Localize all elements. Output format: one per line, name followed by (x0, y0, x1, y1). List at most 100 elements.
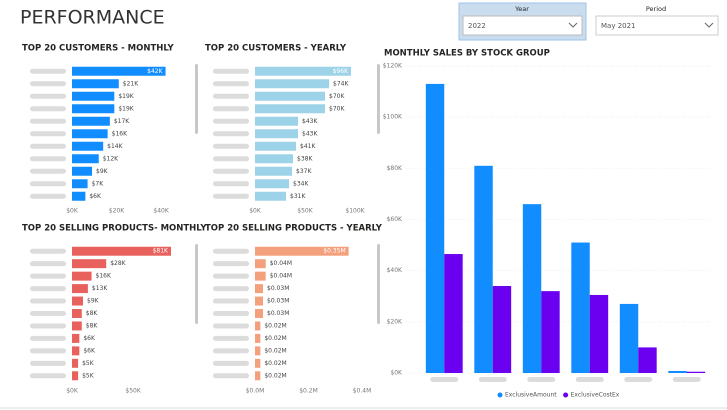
data-label: $6K (83, 347, 96, 354)
blurred-label (478, 377, 507, 382)
blurred-label (213, 156, 249, 162)
data-label: $43K (302, 130, 318, 137)
chevron (568, 22, 578, 28)
bar (255, 129, 298, 139)
bar (255, 358, 261, 368)
data-label: $34K (293, 180, 309, 187)
data-label: $41K (300, 143, 316, 150)
x-tick-label: $50K (125, 388, 141, 395)
blurred-label (213, 311, 249, 316)
blurred-label (30, 181, 66, 187)
bar (72, 191, 86, 201)
y-tick-label: $100K (383, 114, 403, 121)
data-label: $17K (114, 118, 130, 125)
bar (72, 309, 82, 318)
bar (72, 91, 115, 101)
scrollbar[interactable] (377, 64, 380, 134)
data-label: $43K (302, 118, 318, 125)
bar (72, 358, 79, 368)
blurred-label (30, 193, 66, 199)
bar (255, 116, 298, 126)
column (492, 286, 512, 373)
bar (72, 259, 107, 269)
data-label: $19K (118, 105, 134, 112)
data-label: $14K (107, 143, 123, 150)
data-label: $96K (333, 68, 349, 75)
blurred-label (430, 377, 459, 382)
bar (72, 296, 83, 306)
chart-title: TOP 20 SELLING PRODUCTS- MONTHLY (22, 224, 207, 234)
bar (72, 179, 88, 189)
x-tick-label: $40K (153, 208, 169, 215)
bar (72, 271, 92, 281)
y-tick-label: $80K (387, 165, 403, 172)
data-label: $16K (96, 273, 112, 280)
data-label: $0.02M (264, 322, 286, 329)
data-label: $5K (82, 372, 95, 379)
page-title: PERFORMANCE (20, 7, 165, 29)
chart-title: TOP 20 CUSTOMERS - YEARLY (205, 44, 347, 54)
legend-swatch (563, 392, 569, 398)
legend-swatch (497, 392, 503, 398)
data-label: $0.03M (267, 310, 289, 317)
bar (72, 333, 80, 343)
data-label: $0.03M (267, 298, 289, 305)
blurred-label (213, 93, 249, 99)
data-label: $0.02M (264, 360, 286, 367)
bar (72, 116, 110, 126)
blurred-label (575, 377, 604, 382)
data-label: $0.35M (323, 248, 345, 255)
scrollbar[interactable] (377, 244, 380, 324)
blurred-label (213, 168, 249, 174)
data-label: $74K (333, 80, 349, 87)
bar (72, 246, 171, 256)
column (589, 294, 609, 373)
data-label: $0.03M (267, 285, 289, 292)
x-tick-label: $0K (66, 208, 79, 215)
bar (72, 141, 104, 151)
bar (255, 154, 293, 164)
bar (72, 166, 93, 176)
blurred-label (213, 286, 249, 292)
blurred-label (30, 131, 66, 137)
blurred-label (30, 168, 66, 174)
slicer-value: 2022 (468, 22, 486, 30)
column (541, 291, 560, 373)
chevron (704, 22, 714, 28)
blurred-label (213, 68, 249, 74)
scrollbar[interactable] (195, 64, 198, 134)
scrollbar[interactable] (195, 244, 198, 324)
bar (72, 66, 166, 76)
blurred-label (30, 298, 66, 304)
blurred-label (213, 181, 249, 187)
data-label: $19K (118, 93, 134, 100)
blurred-label (30, 118, 66, 124)
column (444, 254, 463, 373)
slicer-dropdown[interactable] (595, 15, 719, 36)
bar (255, 309, 264, 318)
slicer-dropdown[interactable] (462, 15, 583, 36)
data-label: $12K (103, 155, 119, 162)
bar (255, 333, 261, 343)
bar (72, 346, 80, 356)
data-label: $37K (296, 168, 312, 175)
column (638, 347, 657, 373)
column (522, 204, 542, 373)
bar (255, 141, 296, 151)
y-tick-label: $120K (383, 63, 403, 70)
blurred-label (527, 377, 556, 382)
chart-title: TOP 20 SELLING PRODUCTS - YEARLY (205, 224, 383, 234)
blurred-label (30, 373, 66, 379)
bar (255, 166, 292, 176)
data-label: $13K (92, 285, 108, 292)
x-tick-label: $0K (66, 388, 79, 395)
bar (255, 321, 261, 331)
blurred-label (213, 373, 249, 379)
data-label: $7K (92, 180, 105, 187)
bar (72, 371, 79, 381)
data-label: $81K (153, 248, 169, 255)
bar (255, 271, 266, 281)
blurred-label (213, 298, 249, 304)
data-label: $9K (96, 168, 109, 175)
column (474, 165, 493, 373)
